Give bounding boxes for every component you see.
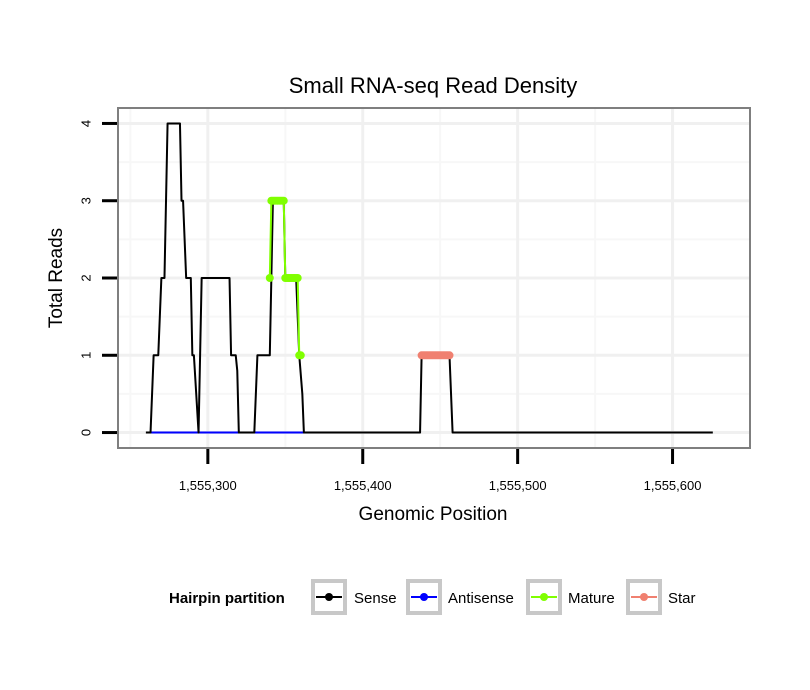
series-mature: [265, 196, 305, 360]
legend-item-star: Star: [626, 579, 696, 615]
data-point-mature: [293, 274, 302, 282]
series-sense: [145, 122, 713, 434]
y-axis: 0 1 2 3 4: [79, 120, 117, 436]
legend-items: Sense Antisense Mature Star: [311, 579, 696, 615]
legend-item-antisense: Antisense: [406, 579, 514, 615]
plot-panel: [117, 107, 751, 449]
x-axis: 1,555,300 1,555,400 1,555,500 1,555,600: [179, 449, 702, 493]
data-point-mature: [265, 274, 274, 282]
legend: Hairpin partition Sense Antisense Mature St…: [169, 579, 696, 615]
legend-label-antisense: Antisense: [448, 590, 514, 607]
data-point-star: [445, 351, 454, 360]
legend-title: Hairpin partition: [169, 590, 285, 607]
data-point-mature: [296, 351, 305, 360]
plot-border: [117, 107, 751, 449]
x-tick-label: 1,555,300: [179, 478, 237, 493]
legend-key-point: [540, 593, 548, 601]
chart-title: Small RNA-seq Read Density: [289, 73, 578, 98]
legend-label-sense: Sense: [354, 590, 397, 607]
series-star: [417, 351, 454, 360]
legend-item-sense: Sense: [311, 579, 397, 615]
series-line-sense: [145, 122, 713, 434]
x-axis-label: Genomic Position: [359, 504, 508, 525]
x-tick-label: 1,555,600: [644, 478, 702, 493]
legend-key-point: [420, 593, 428, 601]
data-point-mature: [279, 196, 288, 205]
legend-label-star: Star: [668, 590, 696, 607]
legend-key-point: [325, 593, 333, 601]
legend-item-mature: Mature: [526, 579, 615, 615]
series-layer: [145, 122, 713, 434]
y-tick-label: 2: [79, 274, 94, 281]
y-tick-label: 4: [79, 120, 94, 127]
legend-key-point: [640, 593, 648, 601]
x-tick-label: 1,555,400: [334, 478, 392, 493]
y-axis-label: Total Reads: [46, 228, 67, 328]
x-tick-label: 1,555,500: [489, 478, 547, 493]
y-tick-label: 1: [79, 352, 94, 359]
legend-label-mature: Mature: [568, 590, 615, 607]
y-tick-label: 3: [79, 197, 94, 204]
y-tick-label: 0: [79, 429, 94, 436]
